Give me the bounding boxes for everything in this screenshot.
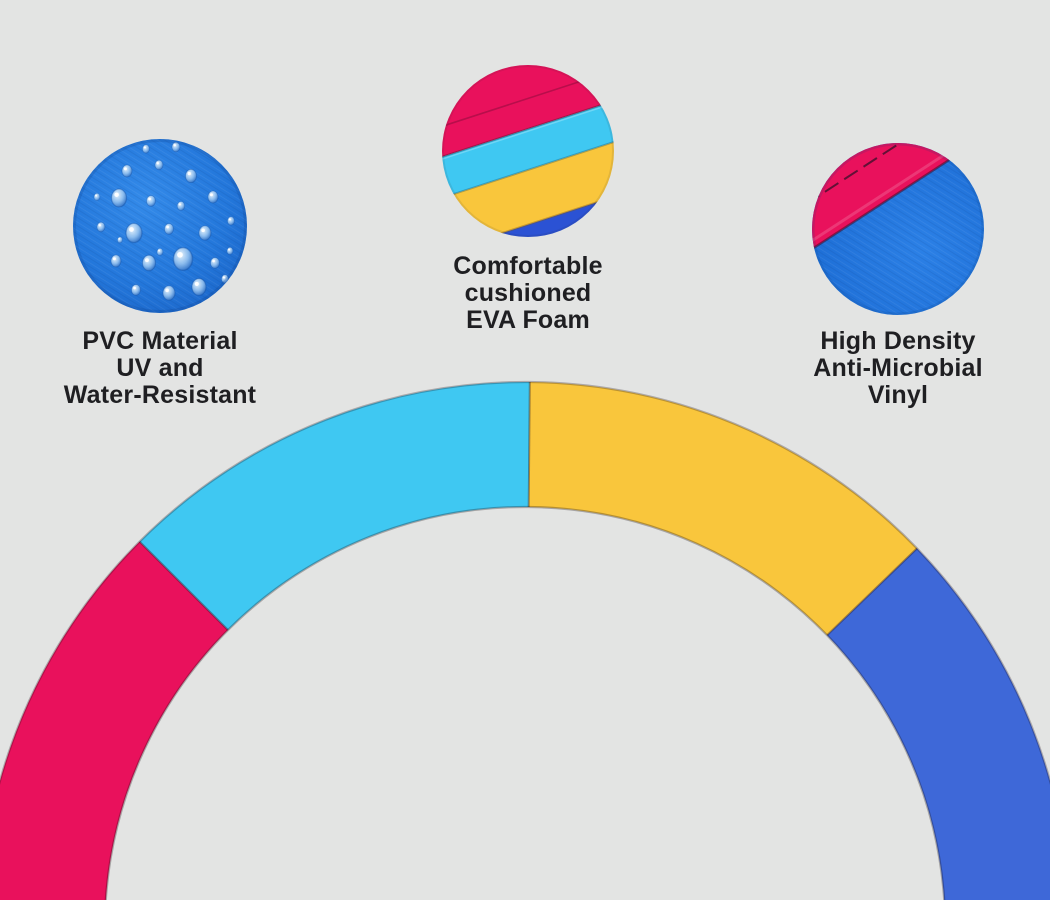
pad-segment-blue (827, 548, 1050, 900)
caption-line: Vinyl (867, 381, 929, 409)
caption-line: cushioned (464, 279, 592, 307)
caption-line: PVC Material (82, 327, 238, 355)
feature-caption-eva-foam: Comfortable cushioned EVA Foam (408, 253, 648, 334)
feature-photo-vinyl (812, 143, 984, 315)
caption-line: UV and (116, 354, 204, 382)
pad-segment-cyan (139, 381, 530, 630)
caption-line: Anti-Microbial (813, 354, 983, 382)
pad-inner-edge (104, 505, 946, 900)
feature-caption-pvc: PVC Material UV and Water-Resistant (40, 328, 280, 409)
pad-segment-pink (0, 541, 228, 900)
pad-outer-edge (0, 380, 1050, 786)
caption-line: High Density (820, 327, 976, 355)
feature-caption-vinyl: High Density Anti-Microbial Vinyl (778, 328, 1018, 409)
caption-line: Water-Resistant (63, 381, 257, 409)
caption-line: EVA Foam (466, 306, 590, 334)
pad-segment-yellow (528, 382, 917, 636)
feature-photo-pvc (73, 139, 247, 313)
pad-arc (0, 380, 1050, 900)
caption-line: Comfortable (453, 252, 603, 280)
pad-seams (138, 381, 918, 636)
